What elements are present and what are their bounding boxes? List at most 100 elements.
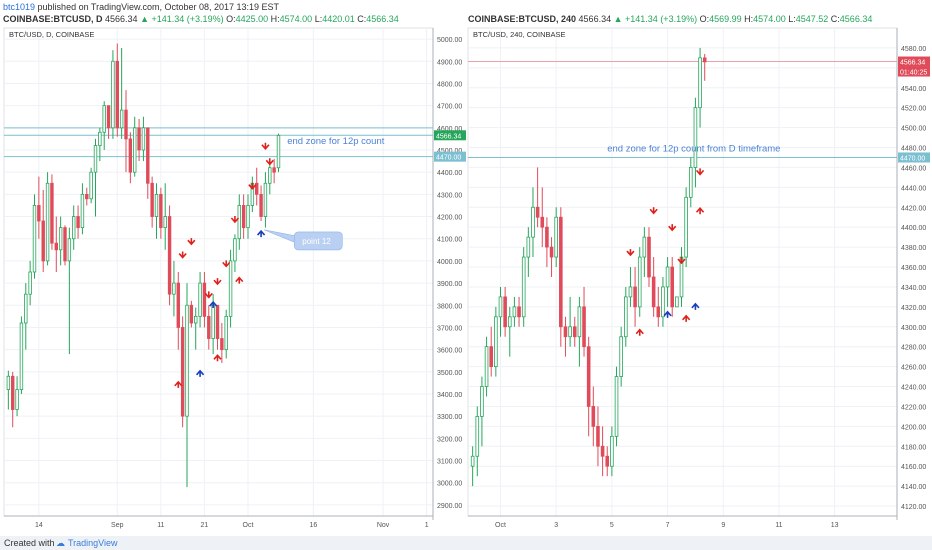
up-arrow-marker (695, 207, 705, 215)
candle-body (167, 216, 172, 295)
candle-body (32, 205, 37, 273)
down-arrow-marker (677, 257, 686, 265)
candle-body (572, 326, 577, 338)
annotation-text: end zone for 12p count (287, 136, 385, 147)
candle-body (480, 386, 484, 417)
y-tick-label: 2900.00 (437, 503, 462, 510)
x-tick-label: 14 (35, 522, 43, 529)
right-high: 4574.00 (753, 14, 786, 24)
candle-body (172, 282, 176, 295)
plot-frame (3, 27, 434, 517)
candle-body (656, 306, 661, 318)
y-tick-label: 4460.00 (901, 165, 926, 172)
candle-body (693, 107, 698, 168)
y-tick-label: 4180.00 (901, 444, 926, 451)
candle-body (185, 304, 189, 417)
candle-body (50, 182, 54, 244)
price-label-bg (434, 151, 466, 162)
candle-body (517, 306, 521, 318)
candle-body (614, 376, 619, 437)
countdown-bg (898, 66, 930, 77)
candle-body (207, 315, 211, 339)
y-tick-label: 4220.00 (901, 404, 926, 411)
y-tick-label: 4140.00 (901, 484, 926, 491)
y-tick-label: 4300.00 (901, 325, 926, 332)
tradingview-brand[interactable]: TradingView (68, 538, 118, 548)
down-arrow-marker (248, 182, 257, 190)
y-tick-label: 4400.00 (901, 225, 926, 232)
candle-body (484, 346, 489, 387)
candle-body (702, 57, 707, 63)
y-tick-label: 4320.00 (901, 305, 926, 312)
x-tick-label: 21 (201, 522, 209, 529)
candle-body (559, 216, 563, 328)
candle-body (246, 205, 250, 229)
y-tick-label: 3700.00 (437, 325, 462, 332)
right-close: 4566.34 (839, 14, 873, 24)
candle-body (176, 282, 180, 328)
up-arrow-marker (663, 310, 672, 318)
candle-body (180, 327, 185, 417)
y-tick-label: 3400.00 (437, 392, 462, 399)
candle-body (610, 435, 614, 467)
charts-canvas[interactable]: 2900.00 3000.00 3100.00 3200.00 3300.00 3400.… (0, 0, 932, 536)
left-low: 4420.01 (322, 14, 355, 24)
callout-text: point 12 (302, 237, 331, 246)
candle-body (494, 316, 498, 368)
candle-body (67, 238, 72, 262)
y-tick-label: 3500.00 (437, 370, 462, 377)
x-tick-label: 16 (309, 522, 317, 529)
y-tick-label: 4200.00 (901, 424, 926, 431)
candle-body (512, 306, 517, 318)
down-arrow-marker (213, 278, 222, 286)
candle-body (521, 256, 526, 318)
candle-body (28, 271, 32, 295)
candle-body (194, 315, 198, 324)
left-change: ▲ +141.34 (+3.19%) (140, 14, 224, 24)
price-label: 4470.00 (900, 155, 925, 162)
y-tick-label: 3600.00 (437, 348, 462, 355)
candle-body (228, 260, 233, 317)
candle-body (241, 205, 246, 229)
down-arrow-marker (668, 224, 677, 232)
candle-body (215, 304, 220, 339)
candle-body (600, 445, 605, 457)
y-tick-label: 3800.00 (437, 303, 462, 310)
price-label-bg (898, 152, 930, 163)
y-tick-label: 3900.00 (437, 281, 462, 288)
up-arrow-marker (691, 302, 700, 310)
author-link[interactable]: btc1019 (3, 2, 36, 12)
candle-body (11, 375, 15, 410)
x-tick-label: 7 (666, 522, 670, 529)
tradingview-logo-icon: ☁ (56, 538, 65, 548)
candle-body (549, 246, 554, 258)
candle-body (642, 236, 647, 258)
candle-body (45, 182, 50, 262)
candle-body (220, 338, 224, 351)
candle-body (577, 306, 582, 338)
x-tick-label: 11 (775, 522, 782, 529)
x-tick-label: Oct (495, 522, 506, 529)
y-tick-label: 4540.00 (901, 86, 926, 93)
candle-body (159, 193, 163, 229)
y-tick-label: 4420.00 (901, 205, 926, 212)
publish-line: btc1019 published on TradingView.com, Oc… (3, 2, 279, 12)
candle-body (146, 127, 150, 184)
y-tick-label: 4300.00 (437, 192, 462, 199)
y-tick-label: 4480.00 (901, 146, 926, 153)
candle-body (475, 416, 480, 457)
left-symbol: COINBASE:BTCUSD, D (3, 14, 103, 24)
candle-body (189, 304, 194, 324)
x-tick-label: Nov (377, 522, 390, 529)
left-last: 4566.34 (105, 14, 138, 24)
candle-body (237, 205, 241, 240)
candle-body (72, 216, 76, 240)
candle-body (76, 216, 80, 229)
candle-body (568, 326, 572, 338)
candle-body (54, 242, 58, 251)
y-tick-label: 4900.00 (437, 59, 462, 66)
candle-body (85, 193, 89, 200)
candle-body (563, 326, 568, 338)
chart-title: BTC/USD, D, COINBASE (9, 30, 94, 39)
y-tick-label: 4400.00 (437, 170, 462, 177)
